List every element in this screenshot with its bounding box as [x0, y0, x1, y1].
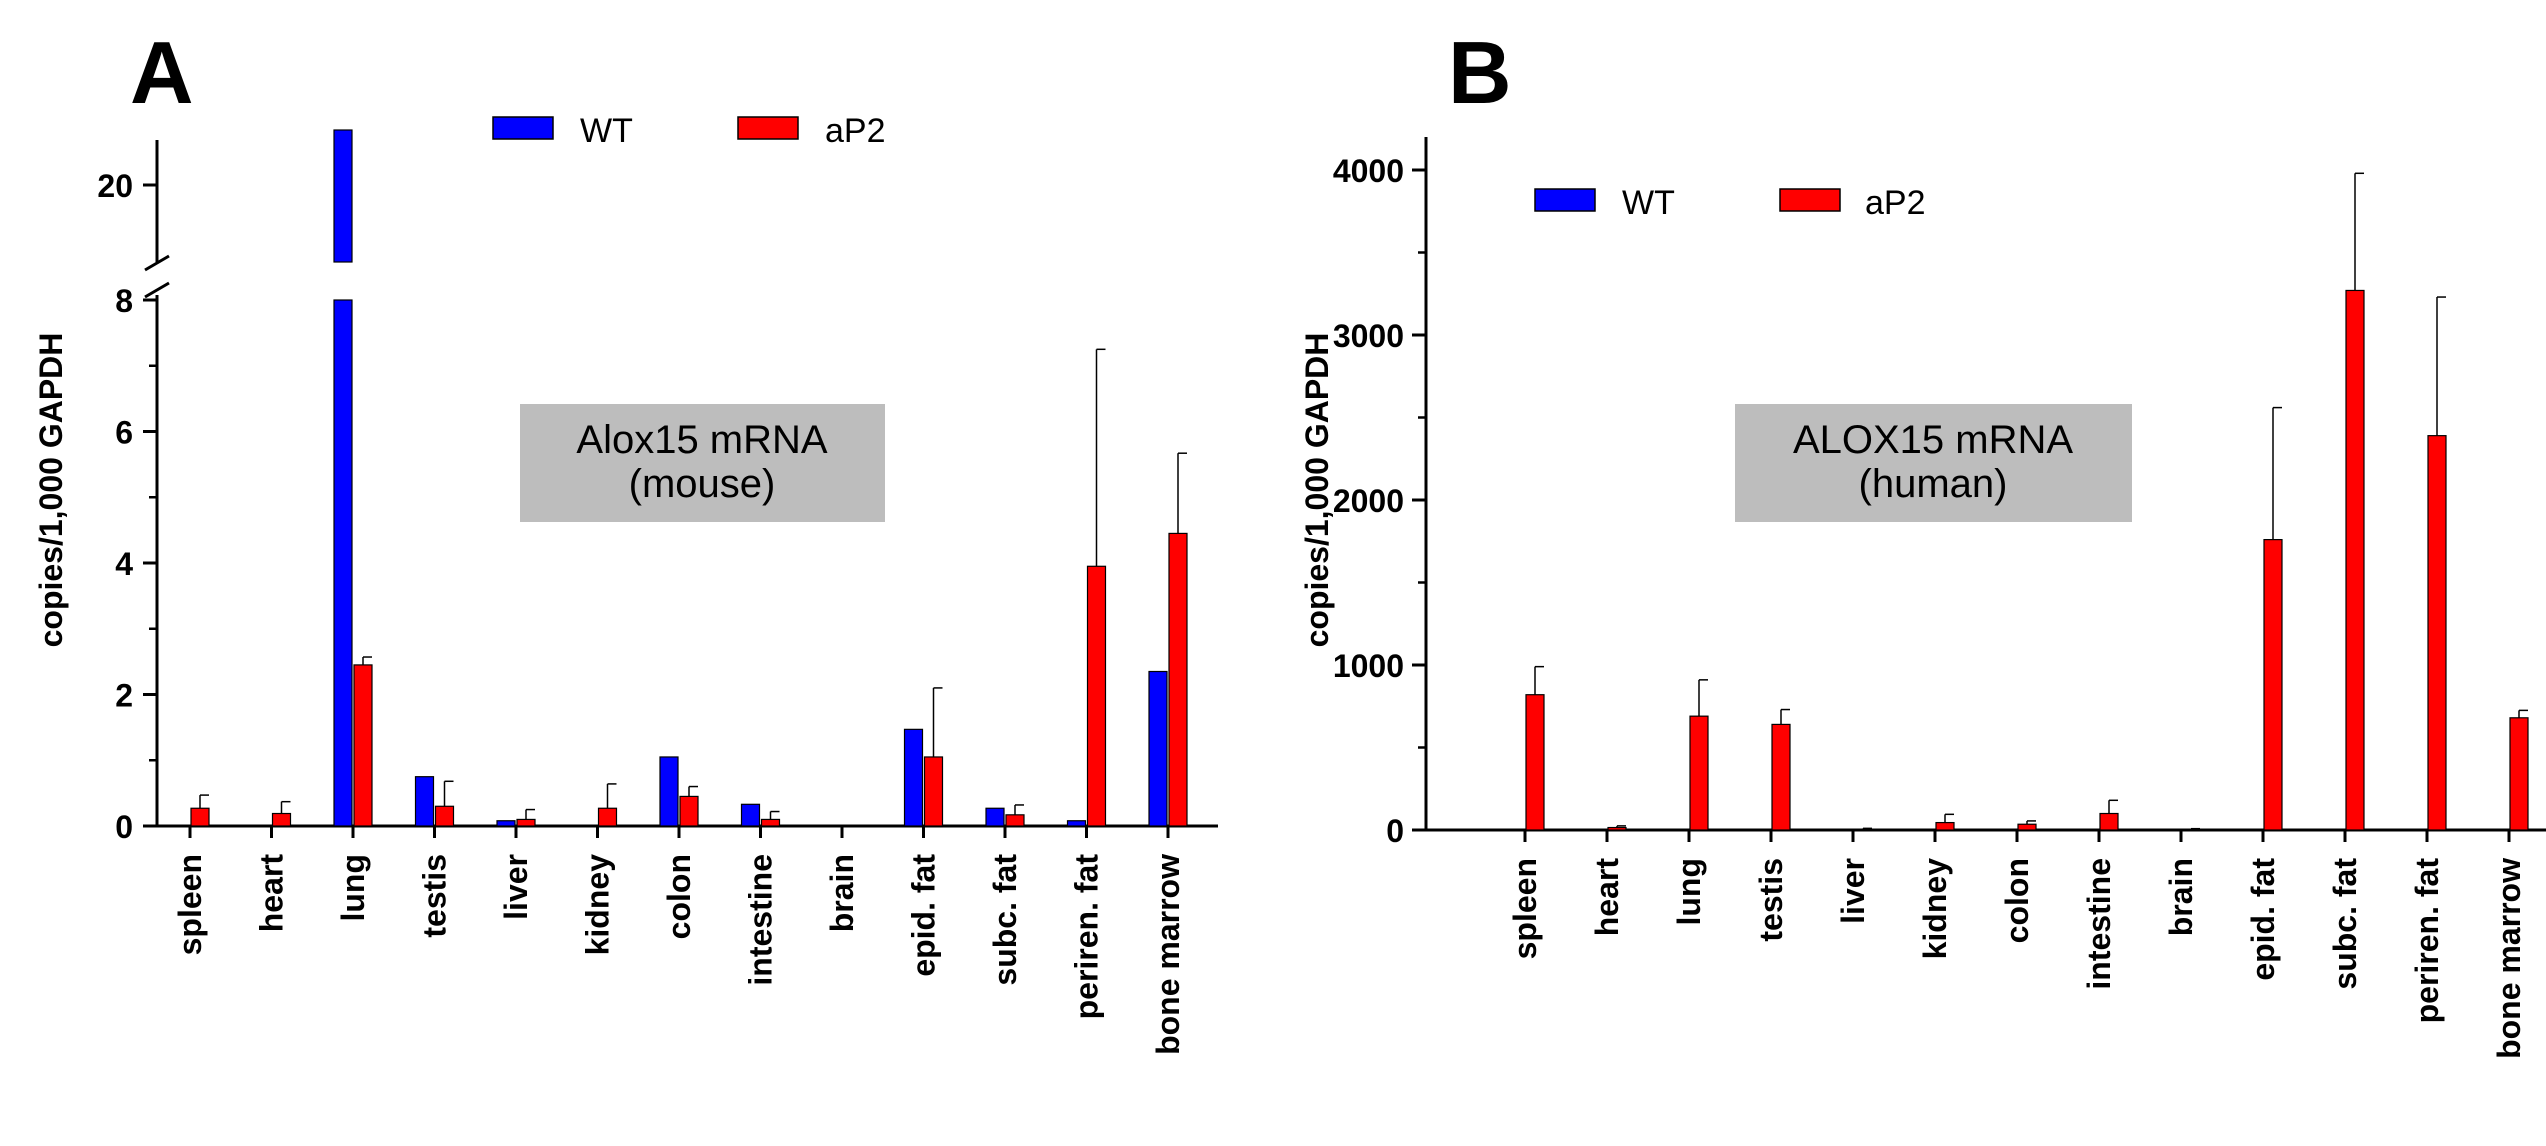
- panel-a-ytick-label: 8: [115, 283, 133, 319]
- panel-b-bar-ap2-epid-fat: [2263, 538, 2283, 831]
- panel-a-bar-ap2-liver: [516, 818, 536, 827]
- panel-a-xtick-label-intestine: intestine: [743, 854, 779, 986]
- panel-b-bar-ap2-lung: [1689, 715, 1709, 831]
- panel-a-ytick-label: 2: [115, 678, 133, 714]
- panel-a-ylabel: copies/1,000 GAPDH: [33, 333, 69, 648]
- panel-b-xtick-label-brain: brain: [2163, 858, 2199, 936]
- panel-a-xtick-label-bone-marrow: bone marrow: [1150, 854, 1186, 1055]
- panel-b: B copies/1,000 GAPDH ALOX15 mRNA (human)…: [1299, 23, 2546, 1059]
- panel-a-legend-swatch-wt: [492, 116, 554, 140]
- panel-a-bar-ap2-periren-fat: [1086, 565, 1107, 827]
- panel-a-bar-ap2-kidney: [597, 807, 618, 827]
- panel-a-axis-break-mark: [144, 254, 170, 272]
- panel-a-label: A: [130, 23, 194, 122]
- panel-a-legend-swatch-ap2: [737, 116, 799, 140]
- panel-a-bar-ap2-colon: [679, 795, 699, 827]
- panel-b-xtick-label-epid-fat: epid. fat: [2245, 858, 2281, 981]
- panel-b-ylabel: copies/1,000 GAPDH: [1299, 333, 1335, 648]
- panel-a-bar-wt-colon: [659, 756, 679, 827]
- panel-a-legend-label-ap2: aP2: [825, 112, 886, 150]
- panel-b-xtick-label-intestine: intestine: [2081, 858, 2117, 990]
- panel-b-xtick-label-lung: lung: [1671, 858, 1707, 926]
- panel-a-legend-label-wt: WT: [580, 112, 633, 150]
- panel-b-bar-ap2-testis: [1771, 723, 1791, 831]
- panel-a-xtick-label-spleen: spleen: [172, 854, 208, 955]
- panel-a-xtick-label-liver: liver: [498, 854, 534, 920]
- panel-a-bar-ap2-subc-fat: [1005, 814, 1025, 827]
- panel-b-ytick-label: 4000: [1333, 153, 1404, 189]
- panel-b-ytick-label: 1000: [1333, 648, 1404, 684]
- panel-a-bar-wt-periren-fat: [1066, 820, 1087, 827]
- panel-b-label: B: [1448, 23, 1512, 122]
- panel-b-bar-ap2-periren-fat: [2427, 435, 2447, 831]
- panel-a-bar-wt-intestine: [740, 803, 761, 827]
- panel-a-xtick-label-lung: lung: [335, 854, 371, 922]
- panel-b-xtick-label-liver: liver: [1835, 858, 1871, 924]
- panel-a-title: Alox15 mRNA: [576, 418, 828, 462]
- panel-a-plot: 0 2 4 6 8 20 spleen heart lung testis liver kidney c…: [97, 129, 1218, 1055]
- panel-a-ytick-label: 6: [115, 415, 133, 451]
- panel-b-legend-swatch-wt: [1534, 188, 1596, 212]
- panel-a-xtick-label-kidney: kidney: [580, 854, 616, 956]
- panel-a-xtick-label-testis: testis: [417, 854, 453, 938]
- panel-b-bar-ap2-heart: [1607, 826, 1627, 831]
- panel-b-bar-ap2-colon: [2017, 823, 2037, 831]
- panel-b-legend: WT aP2: [1534, 184, 1926, 222]
- panel-b-bar-ap2-intestine: [2099, 812, 2119, 831]
- panel-b-bar-ap2-spleen: [1525, 694, 1545, 831]
- panel-a-legend: WT aP2: [492, 112, 886, 150]
- panel-a-xtick-label-heart: heart: [254, 854, 290, 933]
- panel-a-bar-ap2-intestine: [760, 818, 781, 827]
- panel-b-title-box: [1735, 404, 2132, 522]
- panel-b-ytick-label: 0: [1386, 813, 1404, 849]
- panel-b-xtick-label-bone-marrow: bone marrow: [2491, 858, 2527, 1059]
- panel-a-bar-ap2-spleen: [190, 807, 210, 827]
- panel-a-subtitle: (mouse): [629, 462, 776, 506]
- panel-a-axis-break-mark: [144, 281, 170, 299]
- panel-a-bar-wt-bone-marrow: [1148, 670, 1168, 827]
- panel-a-xtick-label-periren-fat: periren. fat: [1069, 854, 1105, 1020]
- panel-a-bar-ap2-lung: [353, 664, 373, 827]
- panel-b-subtitle: (human): [1859, 462, 2008, 506]
- panel-a-bar-ap2-epid-fat: [923, 756, 944, 827]
- panel-b-plot: 0 1000 2000 3000 4000 spleen heart lung testis li…: [1333, 137, 2546, 1059]
- panel-b-bar-ap2-kidney: [1935, 821, 1955, 831]
- panel-a-bar-wt-lung-upper: [333, 129, 353, 263]
- panel-a-bar-ap2-bone-marrow: [1168, 532, 1188, 827]
- panel-b-bar-ap2-subc-fat: [2345, 289, 2365, 831]
- panel-a-title-box: [520, 404, 885, 522]
- panel-a-xtick-label-epid-fat: epid. fat: [906, 854, 942, 977]
- panel-a-bar-wt-lung: [333, 299, 353, 827]
- panel-b-xtick-label-subc-fat: subc. fat: [2327, 858, 2363, 990]
- panel-b-legend-swatch-ap2: [1779, 188, 1841, 212]
- panel-b-xtick-label-periren-fat: periren. fat: [2409, 858, 2445, 1024]
- panel-a-bar-wt-epid-fat: [903, 728, 924, 827]
- panel-a-bar-ap2-testis: [434, 805, 455, 827]
- panel-b-legend-label-wt: WT: [1622, 184, 1675, 222]
- panel-b-legend-label-ap2: aP2: [1865, 184, 1926, 222]
- panel-b-xtick-label-testis: testis: [1753, 858, 1789, 942]
- panel-b-ytick-label: 3000: [1333, 318, 1404, 354]
- panel-b-xtick-label-colon: colon: [1999, 858, 2035, 943]
- panel-b-bar-ap2-bone-marrow: [2509, 717, 2529, 831]
- panel-b-title: ALOX15 mRNA: [1793, 418, 2073, 462]
- panel-b-ytick-label: 2000: [1333, 483, 1404, 519]
- panel-a-xtick-label-brain: brain: [824, 854, 860, 932]
- panel-b-xtick-label-kidney: kidney: [1917, 858, 1953, 960]
- panel-b-bar-ap2-liver: [1853, 828, 1873, 831]
- panel-a-bar-wt-testis: [414, 776, 435, 827]
- panel-a-ytick-label: 0: [115, 809, 133, 845]
- panel-a-bar-wt-subc-fat: [985, 807, 1005, 827]
- panel-b-xtick-label-heart: heart: [1589, 858, 1625, 937]
- panel-b-xtick-label-spleen: spleen: [1507, 858, 1543, 959]
- panel-a-xtick-label-subc-fat: subc. fat: [987, 854, 1023, 986]
- panel-a-ytick-label: 20: [97, 168, 133, 204]
- panel-a: A copies/1,000 GAPDH Alox15 mRNA (mouse)…: [33, 23, 1218, 1055]
- panel-a-xtick-label-colon: colon: [661, 854, 697, 939]
- panel-a-ytick-label: 4: [115, 546, 133, 582]
- panel-a-bar-wt-liver: [496, 820, 516, 827]
- panel-a-bar-ap2-heart: [271, 812, 292, 827]
